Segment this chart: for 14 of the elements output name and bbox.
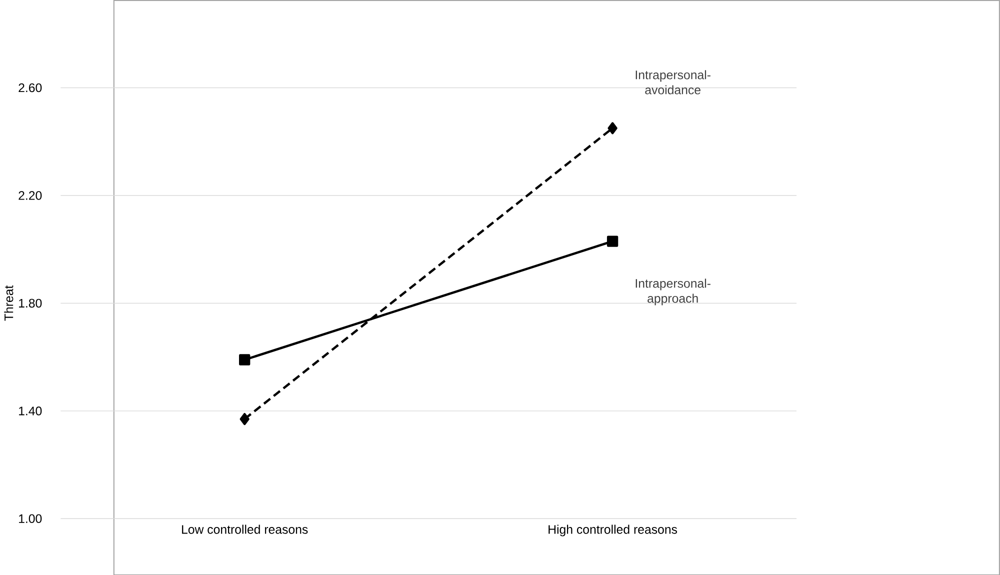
- y-tick-label: 1.80: [19, 298, 42, 308]
- y-axis-title: Threat: [4, 285, 14, 321]
- point: [606, 235, 618, 247]
- text: Intrapersonal-avoidance: [636, 70, 710, 94]
- y-tick-label: 1.40: [19, 406, 42, 416]
- x-tick-label: Low controlled reasons: [182, 524, 308, 534]
- point: [239, 354, 250, 366]
- y-tick-label: 2.20: [18, 190, 42, 200]
- x-tick-label: High controlled reasons: [548, 524, 678, 536]
- y-tick-label: 2.60: [18, 83, 42, 92]
- point: [240, 412, 250, 425]
- y-tick-label: 1.00: [19, 514, 42, 523]
- point: [608, 122, 618, 134]
- text: Intrapersonal-approach: [636, 278, 710, 306]
